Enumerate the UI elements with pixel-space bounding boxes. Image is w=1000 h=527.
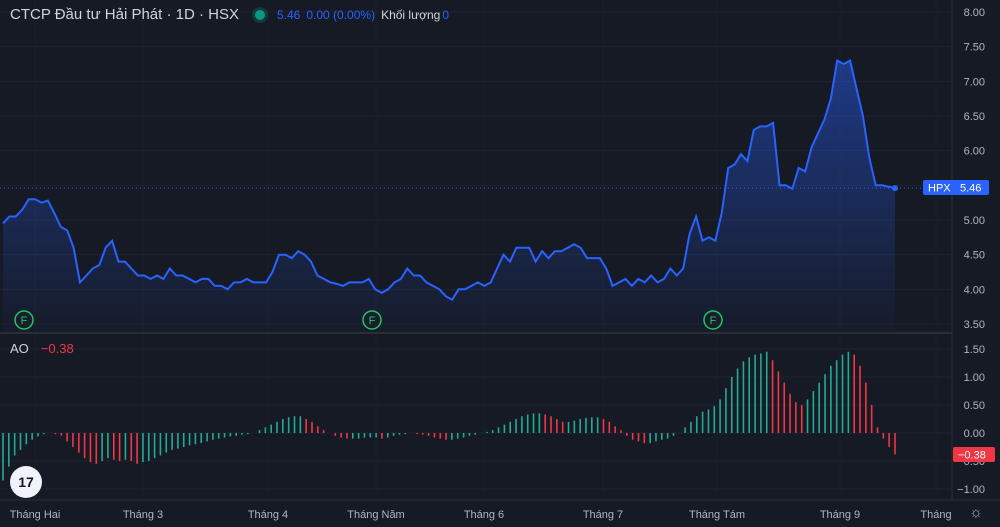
price-tick-label: 4.50 [964,250,985,262]
time-tick-label: Tháng 3 [123,509,163,521]
ao-label[interactable]: AO [10,341,29,356]
volume-label[interactable]: Khối lượng [381,7,441,22]
last-price-value: 5.46 [960,183,981,195]
event-marker-label: F [710,315,717,327]
price-line[interactable] [2,58,896,302]
last-price-symbol: HPX [928,183,951,195]
time-tick-label: Tháng 6 [464,509,504,521]
financial-event-marker[interactable] [14,310,34,330]
price-area-fill [3,60,895,332]
ao-tick-label: 1.00 [964,372,985,384]
price-tick-label: 7.50 [964,42,985,54]
price-tick-label: 3.50 [964,319,985,331]
ao-legend[interactable]: AO −0.38 [10,341,74,356]
gear-icon[interactable]: ☼ [969,504,983,521]
ao-tick-label: 1.50 [964,344,985,356]
ao-tick-label: −1.00 [957,484,985,496]
financial-event-marker[interactable] [362,310,382,330]
ao-tag-value: −0.38 [958,450,986,462]
ao-value-tag: −0.38 [953,447,995,462]
time-tick-label: Tháng Tám [689,509,745,521]
ao-histogram[interactable] [2,351,896,481]
main-legend[interactable]: CTCP Đầu tư Hải Phát · 1D · HSX 5.46 0.0… [10,6,449,23]
financial-event-marker[interactable] [703,310,723,330]
event-marker-label: F [21,315,28,327]
time-tick-label: Tháng 7 [583,509,623,521]
ao-value: −0.38 [40,341,74,356]
last-price-tag: HPX 5.46 [923,180,989,195]
event-marker-label: F [369,315,376,327]
time-tick-label: Tháng Hai [10,509,61,521]
price-tick-label: 8.00 [964,7,985,19]
tradingview-logo[interactable]: 17 [10,466,42,498]
legend-last-price: 5.46 [277,7,301,22]
time-tick-label: Tháng 4 [248,509,288,521]
ao-axis[interactable]: 1.501.000.500.00−0.50−1.00 [957,344,985,496]
market-status-icon[interactable] [255,9,265,20]
time-tick-label: Tháng 9 [820,509,860,521]
price-tick-label: 6.00 [964,146,985,158]
ao-tick-label: 0.00 [964,428,985,440]
symbol-title[interactable]: CTCP Đầu tư Hải Phát · 1D · HSX [10,6,239,23]
last-price-dot [892,185,898,192]
legend-change: 0.00 (0.00%) [306,7,376,22]
ao-tick-label: 0.50 [964,400,985,412]
time-axis[interactable]: Tháng Hai Tháng 3 Tháng 4 Tháng Năm Tháng 6 T… [10,509,952,521]
time-tick-label: Tháng [920,509,951,521]
price-tick-label: 6.50 [964,111,985,123]
price-tick-label: 5.00 [964,215,985,227]
price-tick-label: 4.00 [964,284,985,296]
time-tick-label: Tháng Năm [347,509,404,521]
price-series[interactable] [0,58,952,333]
price-tick-label: 7.00 [964,76,985,88]
price-axis[interactable]: 8.007.507.006.506.005.505.004.504.003.50 [964,7,985,331]
volume-value: 0 [442,7,450,22]
